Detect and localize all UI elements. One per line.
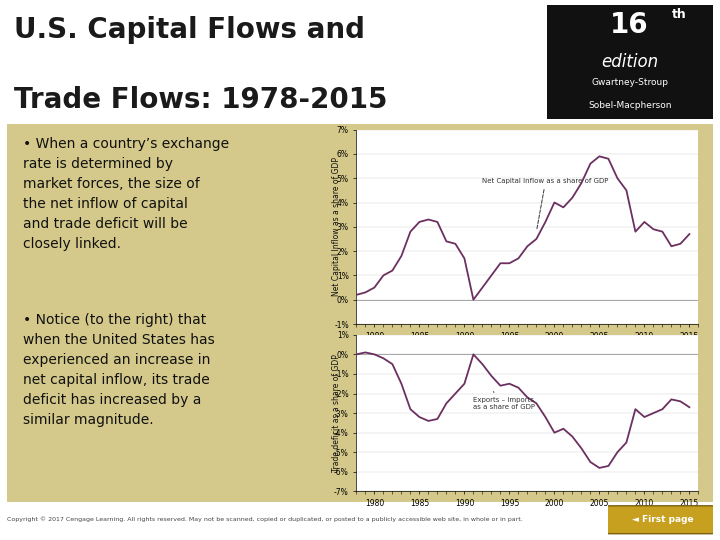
FancyBboxPatch shape — [606, 506, 716, 534]
Text: • When a country’s exchange
rate is determined by
market forces, the size of
the: • When a country’s exchange rate is dete… — [24, 137, 230, 251]
Text: Net Capital Inflow as a share of GDP: Net Capital Inflow as a share of GDP — [482, 178, 609, 229]
Text: Gwartney-Stroup: Gwartney-Stroup — [592, 78, 668, 87]
Text: edition: edition — [601, 53, 659, 71]
Text: Net Capital Inflow as a share of GDP: Net Capital Inflow as a share of GDP — [332, 157, 341, 296]
Text: Trade Flows: 1978-2015: Trade Flows: 1978-2015 — [14, 86, 388, 114]
Text: 16: 16 — [610, 11, 649, 39]
Text: ◄ First page: ◄ First page — [632, 515, 693, 524]
Text: Exports – imports
as a share of GDP: Exports – imports as a share of GDP — [474, 392, 536, 410]
Text: Copyright © 2017 Cengage Learning. All rights reserved. May not be scanned, copi: Copyright © 2017 Cengage Learning. All r… — [7, 517, 523, 522]
FancyBboxPatch shape — [547, 5, 713, 119]
Text: U.S. Capital Flows and: U.S. Capital Flows and — [14, 16, 365, 44]
Text: • Notice (to the right) that
when the United States has
experienced an increase : • Notice (to the right) that when the Un… — [24, 313, 215, 428]
Text: Trade deficit as a share of GDP: Trade deficit as a share of GDP — [332, 354, 341, 472]
Text: th: th — [671, 8, 686, 21]
Text: Sobel-Macpherson: Sobel-Macpherson — [588, 100, 672, 110]
FancyBboxPatch shape — [0, 118, 720, 508]
